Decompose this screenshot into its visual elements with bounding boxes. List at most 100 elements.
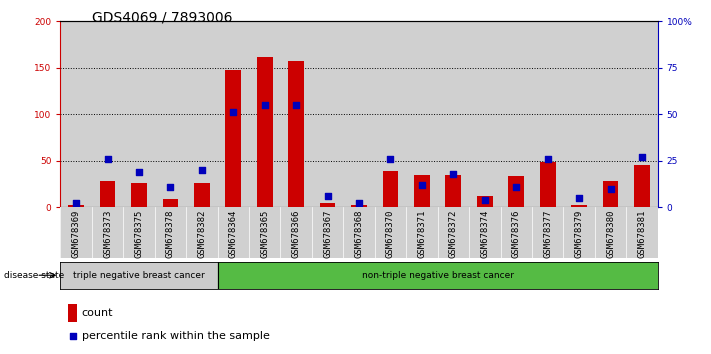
Text: GSM678370: GSM678370: [386, 210, 395, 258]
Text: triple negative breast cancer: triple negative breast cancer: [73, 271, 205, 280]
Point: [605, 185, 616, 191]
Point: [479, 197, 491, 202]
Point: [322, 193, 333, 199]
Point: [573, 195, 584, 201]
Bar: [218, 207, 249, 258]
Point: [416, 182, 427, 188]
Bar: [155, 21, 186, 207]
Bar: [194, 183, 210, 207]
Bar: [249, 207, 280, 258]
Bar: [60, 21, 92, 207]
Point: [228, 109, 239, 115]
Text: GSM678372: GSM678372: [449, 210, 458, 258]
Bar: [100, 181, 115, 207]
Bar: [155, 207, 186, 258]
Bar: [477, 196, 493, 207]
Bar: [249, 21, 280, 207]
Bar: [438, 21, 469, 207]
Text: disease state: disease state: [4, 271, 64, 280]
Text: GSM678377: GSM678377: [543, 210, 552, 258]
Point: [636, 154, 648, 160]
Bar: [186, 207, 218, 258]
Bar: [501, 21, 532, 207]
Bar: [406, 207, 438, 258]
Bar: [383, 171, 398, 207]
Bar: [446, 176, 461, 207]
Point: [67, 333, 78, 339]
Bar: [218, 262, 658, 289]
Text: GSM678376: GSM678376: [512, 210, 520, 258]
Bar: [123, 21, 155, 207]
Text: GSM678378: GSM678378: [166, 210, 175, 258]
Text: GSM678368: GSM678368: [355, 210, 363, 258]
Bar: [312, 21, 343, 207]
Bar: [280, 21, 312, 207]
Bar: [351, 205, 367, 207]
Point: [510, 184, 522, 189]
Bar: [320, 203, 336, 207]
Text: count: count: [82, 308, 113, 318]
Text: GSM678371: GSM678371: [417, 210, 427, 258]
Bar: [571, 205, 587, 207]
Bar: [532, 207, 563, 258]
Point: [291, 102, 302, 108]
Text: GSM678382: GSM678382: [198, 210, 206, 258]
Text: GSM678365: GSM678365: [260, 210, 269, 258]
Text: GSM678380: GSM678380: [606, 210, 615, 258]
Bar: [603, 181, 619, 207]
Text: GSM678373: GSM678373: [103, 210, 112, 258]
Point: [259, 102, 270, 108]
Point: [448, 171, 459, 177]
Point: [353, 200, 365, 206]
Bar: [438, 207, 469, 258]
Point: [165, 184, 176, 189]
Text: GSM678364: GSM678364: [229, 210, 237, 258]
Point: [102, 156, 113, 161]
Bar: [312, 207, 343, 258]
Bar: [406, 21, 438, 207]
Text: GSM678366: GSM678366: [292, 210, 301, 258]
Bar: [60, 207, 92, 258]
Point: [196, 167, 208, 173]
Bar: [163, 199, 178, 207]
Bar: [375, 21, 406, 207]
Bar: [68, 205, 84, 207]
Bar: [92, 207, 123, 258]
Text: GSM678367: GSM678367: [323, 210, 332, 258]
Point: [134, 169, 145, 175]
Bar: [289, 61, 304, 207]
Bar: [343, 207, 375, 258]
Bar: [343, 21, 375, 207]
Point: [542, 156, 553, 161]
Bar: [540, 162, 555, 207]
Bar: [469, 207, 501, 258]
Bar: [501, 207, 532, 258]
Bar: [186, 21, 218, 207]
Bar: [257, 57, 272, 207]
Text: GSM678375: GSM678375: [134, 210, 144, 258]
Text: GSM678381: GSM678381: [638, 210, 646, 258]
Bar: [280, 207, 312, 258]
Bar: [626, 21, 658, 207]
Text: GSM678379: GSM678379: [574, 210, 584, 258]
Bar: [131, 183, 147, 207]
Bar: [563, 207, 595, 258]
Bar: [225, 70, 241, 207]
Text: percentile rank within the sample: percentile rank within the sample: [82, 331, 269, 341]
Bar: [414, 175, 429, 207]
Text: GSM678369: GSM678369: [72, 210, 80, 258]
Bar: [123, 207, 155, 258]
Bar: [92, 21, 123, 207]
Bar: [60, 262, 218, 289]
Bar: [634, 165, 650, 207]
Bar: [508, 176, 524, 207]
Bar: [595, 21, 626, 207]
Bar: [595, 207, 626, 258]
Bar: [626, 207, 658, 258]
Bar: [375, 207, 406, 258]
Point: [70, 200, 82, 206]
Text: GDS4069 / 7893006: GDS4069 / 7893006: [92, 11, 233, 25]
Text: non-triple negative breast cancer: non-triple negative breast cancer: [362, 271, 513, 280]
Bar: [532, 21, 563, 207]
Bar: [218, 21, 249, 207]
